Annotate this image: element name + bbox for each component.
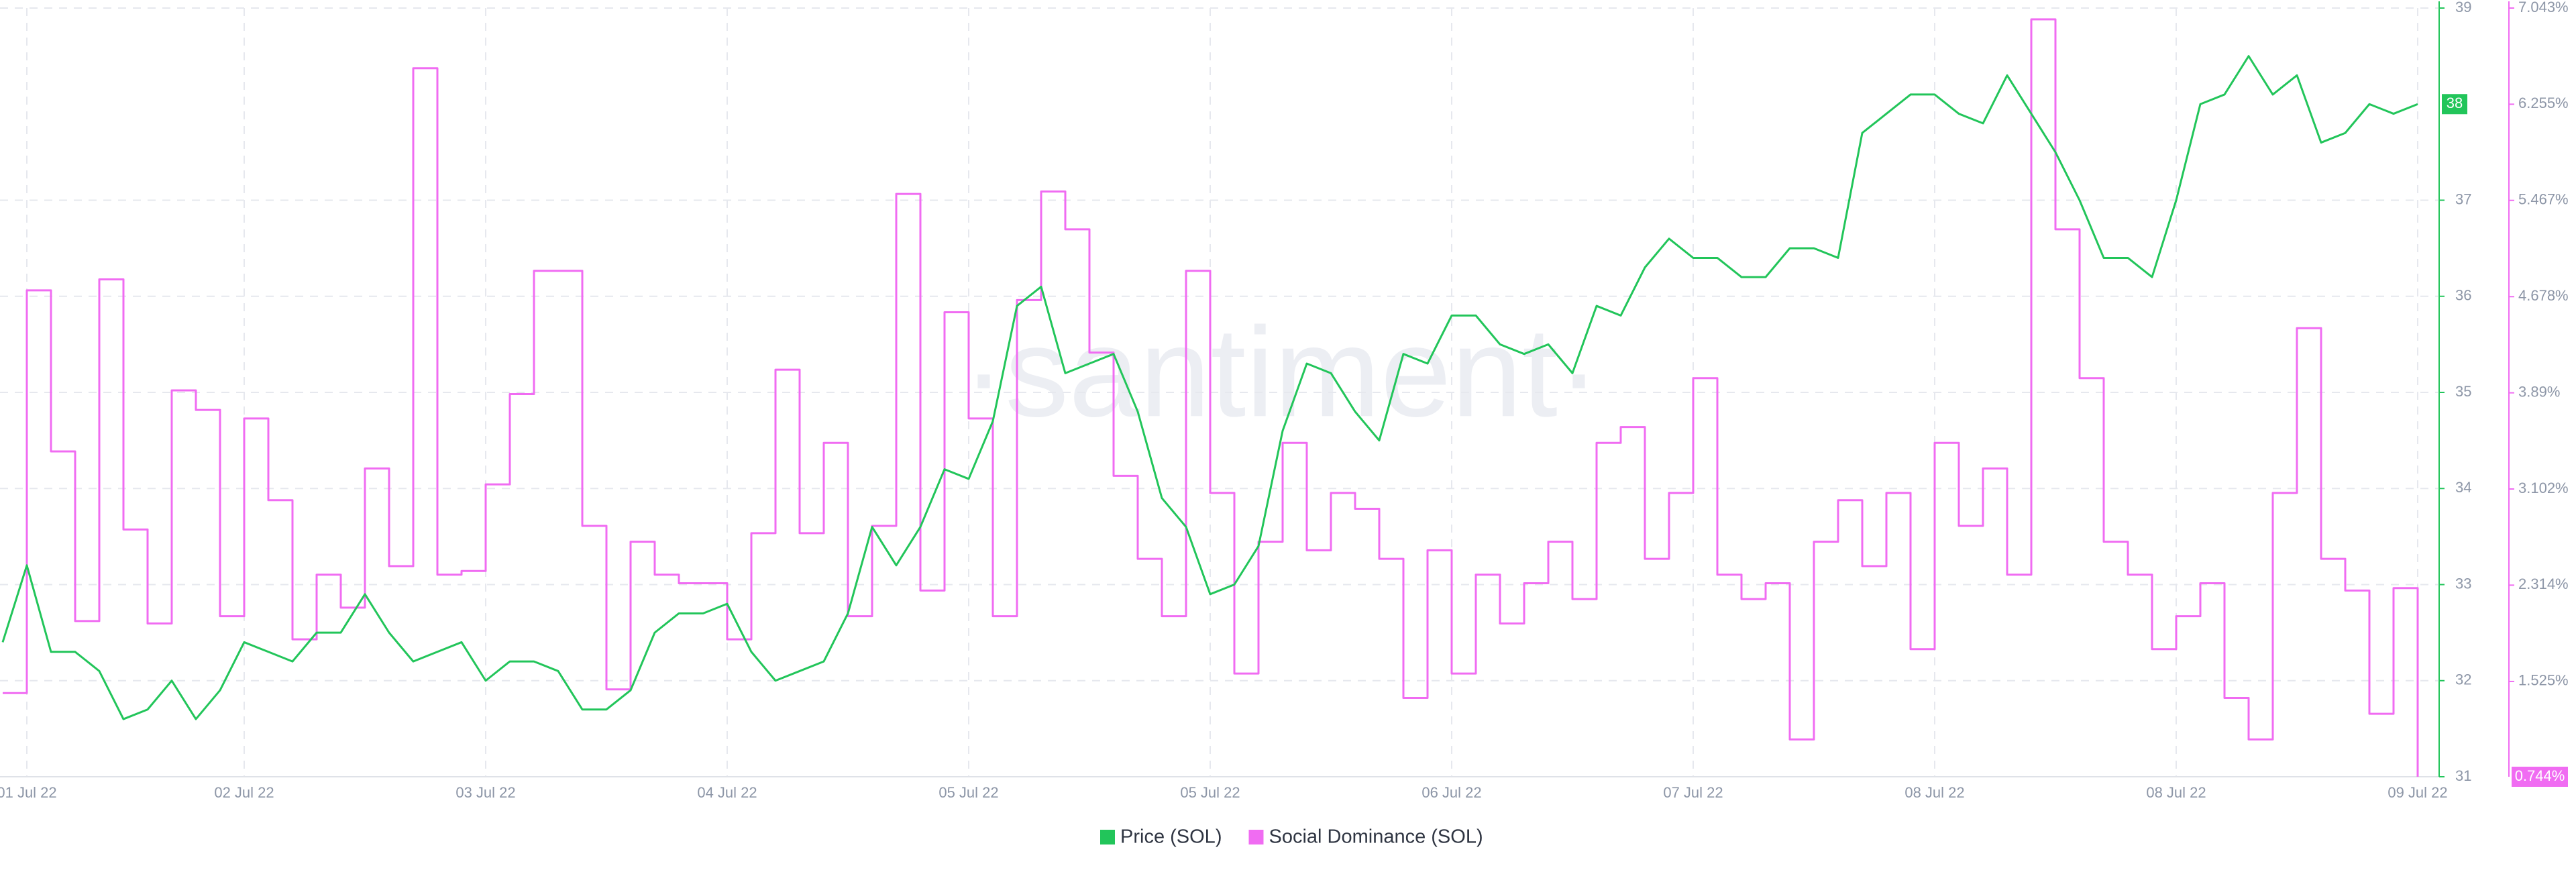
y2-tick-label: 7.043% xyxy=(2518,0,2569,15)
legend: Price (SOL) Social Dominance (SOL) xyxy=(1100,826,1483,848)
y2-tick-label: 5.467% xyxy=(2518,191,2569,208)
x-tick-label: 08 Jul 22 xyxy=(2146,784,2206,801)
x-tick-label: 01 Jul 22 xyxy=(0,784,57,801)
x-tick-label: 04 Jul 22 xyxy=(697,784,757,801)
x-tick-label: 05 Jul 22 xyxy=(1180,784,1240,801)
legend-swatch xyxy=(1248,830,1264,844)
y-tick-label: 39 xyxy=(2455,0,2471,15)
y-tick-label: 37 xyxy=(2455,190,2471,207)
y-tick-label: 35 xyxy=(2455,383,2471,400)
y-tick-label: 36 xyxy=(2455,287,2471,304)
y2-tick-label: 2.314% xyxy=(2518,576,2569,592)
y-tick-label: 34 xyxy=(2455,479,2471,496)
value-badge xyxy=(2442,94,2467,115)
x-tick-label: 03 Jul 22 xyxy=(455,784,515,801)
series-line xyxy=(1,55,2418,720)
y2-tick-label: 4.678% xyxy=(2518,287,2569,304)
x-tick-label: 06 Jul 22 xyxy=(1421,784,1481,801)
x-tick-label: 07 Jul 22 xyxy=(1663,784,1723,801)
y2-tick-label: 6.255% xyxy=(2518,95,2569,111)
x-tick-label: 09 Jul 22 xyxy=(2387,784,2447,801)
value-badge xyxy=(2512,767,2568,787)
y2-tick-label: 1.525% xyxy=(2518,672,2569,689)
legend-swatch xyxy=(1100,830,1115,844)
x-tick-label: 02 Jul 22 xyxy=(214,784,274,801)
value-badge-label: 0.744% xyxy=(2515,767,2565,784)
y-tick-label: 32 xyxy=(2455,671,2471,688)
y-tick-label: 31 xyxy=(2455,767,2471,784)
series-line xyxy=(3,18,2419,777)
watermark: ·santiment· xyxy=(963,301,1600,443)
y2-tick-label: 3.102% xyxy=(2518,480,2569,496)
x-tick-label: 08 Jul 22 xyxy=(1904,784,1964,801)
x-tick-label: 05 Jul 22 xyxy=(938,784,998,801)
y-tick-label: 33 xyxy=(2455,575,2471,592)
legend-label: Price (SOL) xyxy=(1120,826,1222,848)
value-badge-label: 38 xyxy=(2447,95,2463,111)
y2-tick-label: 3.89% xyxy=(2518,383,2560,400)
legend-label: Social Dominance (SOL) xyxy=(1269,826,1483,848)
